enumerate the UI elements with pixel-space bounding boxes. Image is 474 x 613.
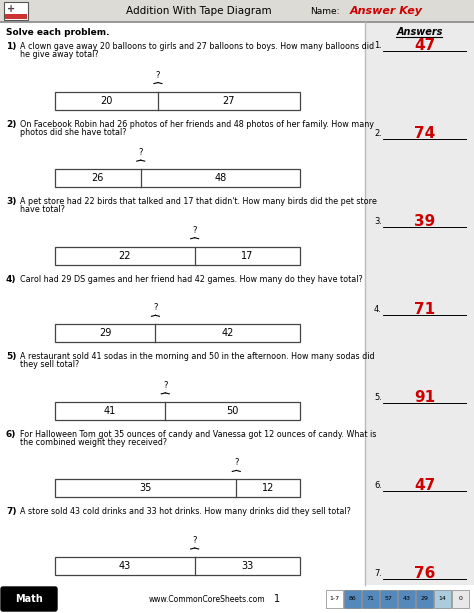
Text: 29: 29 <box>420 596 428 601</box>
Text: ?: ? <box>155 70 160 80</box>
Text: 6.: 6. <box>374 481 382 490</box>
Text: 39: 39 <box>414 215 435 229</box>
Text: 2.: 2. <box>374 129 382 137</box>
Text: Carol had 29 DS games and her friend had 42 games. How many do they have total?: Carol had 29 DS games and her friend had… <box>20 275 363 284</box>
Text: 4.: 4. <box>374 305 382 313</box>
Text: A store sold 43 cold drinks and 33 hot drinks. How many drinks did they sell tot: A store sold 43 cold drinks and 33 hot d… <box>20 508 351 516</box>
Text: 7): 7) <box>6 508 17 516</box>
Text: 12: 12 <box>262 484 274 493</box>
Text: Addition With Tape Diagram: Addition With Tape Diagram <box>126 6 272 16</box>
Bar <box>55 402 300 420</box>
Bar <box>55 246 300 265</box>
Text: the combined weight they received?: the combined weight they received? <box>20 438 167 447</box>
Text: 6): 6) <box>6 430 17 439</box>
Text: 1): 1) <box>6 42 17 51</box>
Text: 1.: 1. <box>374 40 382 50</box>
Text: ?: ? <box>234 459 238 468</box>
Text: they sell total?: they sell total? <box>20 360 79 369</box>
Bar <box>55 557 300 575</box>
Text: 7.: 7. <box>374 568 382 577</box>
Bar <box>0 22 365 585</box>
Text: 4): 4) <box>6 275 17 284</box>
Text: 33: 33 <box>241 561 254 571</box>
Bar <box>344 590 361 608</box>
Text: 48: 48 <box>214 173 227 183</box>
FancyBboxPatch shape <box>1 587 57 611</box>
Text: 76: 76 <box>414 566 435 582</box>
Bar <box>55 169 300 187</box>
Text: ?: ? <box>192 536 197 545</box>
Text: 26: 26 <box>91 173 104 183</box>
Text: www.CommonCoreSheets.com: www.CommonCoreSheets.com <box>149 595 265 604</box>
Bar <box>398 590 415 608</box>
Bar <box>55 91 300 110</box>
Text: have total?: have total? <box>20 205 65 214</box>
Text: 57: 57 <box>384 596 392 601</box>
Text: ?: ? <box>153 303 158 312</box>
Bar <box>365 22 474 585</box>
Text: 47: 47 <box>414 479 435 493</box>
Text: 5): 5) <box>6 352 17 361</box>
Text: 43: 43 <box>402 596 410 601</box>
Bar <box>55 479 300 497</box>
Text: Answer Key: Answer Key <box>350 6 423 16</box>
Bar <box>5 14 27 19</box>
Text: 2): 2) <box>6 120 17 129</box>
Text: he give away total?: he give away total? <box>20 50 99 59</box>
Text: 22: 22 <box>118 251 131 261</box>
Bar <box>4 2 28 20</box>
Text: 74: 74 <box>414 126 435 142</box>
Text: 29: 29 <box>99 329 111 338</box>
Text: ?: ? <box>192 226 197 235</box>
Text: ?: ? <box>138 148 143 157</box>
Bar <box>362 590 379 608</box>
Text: Solve each problem.: Solve each problem. <box>6 28 109 37</box>
Text: 71: 71 <box>366 596 374 601</box>
Text: A clown gave away 20 balloons to girls and 27 balloons to boys. How many balloon: A clown gave away 20 balloons to girls a… <box>20 42 374 51</box>
Text: 47: 47 <box>414 39 435 53</box>
Text: A restaurant sold 41 sodas in the morning and 50 in the afternoon. How many soda: A restaurant sold 41 sodas in the mornin… <box>20 352 374 361</box>
Text: 3): 3) <box>6 197 17 206</box>
Text: For Halloween Tom got 35 ounces of candy and Vanessa got 12 ounces of candy. Wha: For Halloween Tom got 35 ounces of candy… <box>20 430 376 439</box>
Text: ?: ? <box>163 381 167 390</box>
Text: 14: 14 <box>438 596 447 601</box>
Text: 42: 42 <box>221 329 234 338</box>
Text: 1: 1 <box>274 594 280 604</box>
Text: 50: 50 <box>227 406 239 416</box>
Text: 43: 43 <box>118 561 131 571</box>
Text: 27: 27 <box>223 96 235 105</box>
Bar <box>380 590 397 608</box>
Text: 5.: 5. <box>374 392 382 402</box>
Bar <box>0 0 474 22</box>
Text: 71: 71 <box>414 302 435 318</box>
Text: Math: Math <box>15 594 43 604</box>
Bar <box>452 590 469 608</box>
Text: 20: 20 <box>100 96 113 105</box>
Text: photos did she have total?: photos did she have total? <box>20 128 127 137</box>
Text: 86: 86 <box>348 596 356 601</box>
Text: Answers: Answers <box>396 27 443 37</box>
Text: 17: 17 <box>241 251 254 261</box>
Bar <box>326 590 343 608</box>
Bar <box>0 585 474 613</box>
Text: On Facebook Robin had 26 photos of her friends and 48 photos of her family. How : On Facebook Robin had 26 photos of her f… <box>20 120 374 129</box>
Text: 41: 41 <box>104 406 116 416</box>
Text: 35: 35 <box>139 484 152 493</box>
Text: A pet store had 22 birds that talked and 17 that didn't. How many birds did the : A pet store had 22 birds that talked and… <box>20 197 377 206</box>
Text: 3.: 3. <box>374 216 382 226</box>
Text: +: + <box>7 4 15 14</box>
Text: 91: 91 <box>414 390 435 406</box>
Bar <box>55 324 300 342</box>
Text: 1-7: 1-7 <box>329 596 339 601</box>
Text: 0: 0 <box>458 596 463 601</box>
Bar <box>434 590 451 608</box>
Bar <box>416 590 433 608</box>
Text: Name:: Name: <box>310 7 339 15</box>
